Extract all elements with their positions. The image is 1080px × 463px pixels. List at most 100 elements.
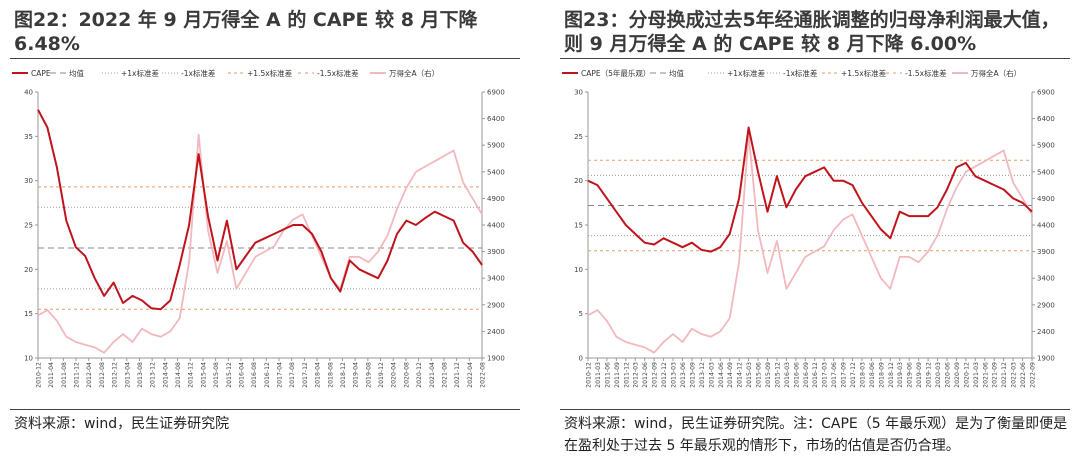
y-right-tick-label: 3400 xyxy=(1037,275,1055,283)
y-right-tick-label: 2900 xyxy=(1037,301,1055,309)
legend-item: 均值 xyxy=(50,68,84,78)
legend-item: +1.5x标准差 xyxy=(228,68,293,78)
x-tick-label: 2016-03 xyxy=(784,362,791,388)
legend-item: 万得全A（右） xyxy=(952,68,1021,78)
legend-label: +1x标准差 xyxy=(727,68,765,78)
y-right-tick-label: 5400 xyxy=(487,168,505,176)
y-left-tick-label: 30 xyxy=(574,89,583,97)
y-right-tick-label: 1900 xyxy=(1037,355,1055,363)
x-tick-label: 2014-03 xyxy=(708,362,715,388)
legend-item: -1x标准差 xyxy=(764,68,818,78)
y-left-tick-label: 10 xyxy=(24,355,33,363)
x-tick-label: 2012-03 xyxy=(633,362,640,388)
legend-label: +1.5x标准差 xyxy=(247,68,293,78)
x-tick-label: 2013-08 xyxy=(137,362,144,388)
x-tick-label: 2020-04 xyxy=(391,362,398,388)
x-tick-label: 2014-06 xyxy=(718,362,725,388)
x-tick-label: 2015-09 xyxy=(765,362,772,388)
chart-panel-right: 图23：分母换成过去5年经通胀调整的归母净利润最大值，则 9 月万得全 A 的 … xyxy=(550,0,1080,463)
x-tick-label: 2021-09 xyxy=(992,362,999,388)
y-left-tick-label: 20 xyxy=(574,177,583,185)
x-tick-label: 2021-03 xyxy=(973,362,980,388)
wind-a-index-line xyxy=(587,133,1033,354)
x-tick-label: 2016-12 xyxy=(264,362,271,388)
x-tick-label: 2013-06 xyxy=(680,362,687,388)
legend-label: -1.5x标准差 xyxy=(317,68,359,78)
x-tick-label: 2011-12 xyxy=(74,362,81,388)
x-tick-label: 2018-08 xyxy=(327,362,334,388)
legend-label: -1.5x标准差 xyxy=(905,68,947,78)
y-right-tick-label: 5900 xyxy=(487,142,505,150)
x-tick-label: 2015-12 xyxy=(774,362,781,388)
x-tick-label: 2017-12 xyxy=(850,362,857,388)
x-tick-label: 2016-09 xyxy=(803,362,810,388)
y-right-tick-label: 5900 xyxy=(1037,142,1055,150)
cape-optimistic-chart: CAPE（5年最乐观） 均值 +1x标准差 -1x标准差 +1.5x标准差 -1.5x标准… xyxy=(562,68,1055,388)
source-note: 资料来源：wind，民生证券研究院。注：CAPE（5 年最乐观）是为了衡量即便是… xyxy=(564,416,1068,454)
x-tick-label: 2012-09 xyxy=(652,362,659,388)
title-divider xyxy=(10,58,520,59)
x-tick-label: 2020-06 xyxy=(944,362,951,388)
x-tick-label: 2014-12 xyxy=(737,362,744,388)
legend-item: -1.5x标准差 xyxy=(298,68,359,78)
y-left-tick-label: 30 xyxy=(24,177,33,185)
x-tick-label: 2011-09 xyxy=(614,362,621,388)
y-right-tick-label: 4900 xyxy=(1037,195,1055,203)
title-divider xyxy=(560,58,1070,59)
legend: CAPE 均值 +1x标准差 -1x标准差 +1.5x标准差 -1.5x标准差 万得全A（右… xyxy=(12,68,439,78)
y-right-tick-label: 2900 xyxy=(487,301,505,309)
x-tick-label: 2015-04 xyxy=(200,362,207,388)
x-tick-label: 2022-06 xyxy=(1020,362,1027,388)
y-left-tick-label: 40 xyxy=(24,89,33,97)
x-tick-label: 2014-12 xyxy=(188,362,195,388)
y-left-tick-label: 25 xyxy=(24,222,33,230)
x-tick-label: 2018-06 xyxy=(869,362,876,388)
y-left-tick-label: 35 xyxy=(24,133,33,141)
cape-line xyxy=(587,126,1033,253)
y-right-tick-label: 1900 xyxy=(487,355,505,363)
x-tick-label: 2017-04 xyxy=(277,362,284,388)
x-tick-label: 2016-04 xyxy=(238,362,245,388)
x-tick-label: 2022-03 xyxy=(1011,362,1018,388)
legend-label: 万得全A（右） xyxy=(971,68,1021,78)
x-tick-label: 2021-06 xyxy=(982,362,989,388)
x-tick-label: 2018-03 xyxy=(859,362,866,388)
y-left-tick-label: 0 xyxy=(579,355,583,363)
x-tick-label: 2019-03 xyxy=(897,362,904,388)
x-tick-label: 2013-12 xyxy=(150,362,157,388)
x-tick-label: 2016-12 xyxy=(812,362,819,388)
x-tick-label: 2019-09 xyxy=(916,362,923,388)
y-left-tick-label: 15 xyxy=(24,310,33,318)
legend-label: -1x标准差 xyxy=(181,68,216,78)
cape-chart: CAPE 均值 +1x标准差 -1x标准差 +1.5x标准差 -1.5x标准差 万得全A（右… xyxy=(12,68,505,388)
x-tick-label: 2020-08 xyxy=(403,362,410,388)
legend-label: -1x标准差 xyxy=(783,68,818,78)
x-tick-label: 2019-12 xyxy=(926,362,933,388)
x-tick-label: 2012-08 xyxy=(99,362,106,388)
legend-item: -1x标准差 xyxy=(162,68,216,78)
legend-item: 万得全A（右） xyxy=(370,68,439,78)
y-left-tick-label: 20 xyxy=(24,266,33,274)
x-tick-label: 2014-04 xyxy=(162,362,169,388)
legend-label: 万得全A（右） xyxy=(389,68,439,78)
x-tick-label: 2019-12 xyxy=(378,362,385,388)
legend-label: CAPE xyxy=(31,69,51,78)
x-tick-label: 2015-03 xyxy=(746,362,753,388)
source-divider xyxy=(10,409,520,410)
y-left-tick-label: 10 xyxy=(574,266,583,274)
y-right-tick-label: 6400 xyxy=(1037,115,1055,123)
x-tick-label: 2020-09 xyxy=(954,362,961,388)
y-right-tick-label: 4400 xyxy=(487,222,505,230)
x-tick-label: 2021-12 xyxy=(1001,362,1008,388)
x-tick-label: 2017-03 xyxy=(822,362,829,388)
x-tick-label: 2011-04 xyxy=(48,362,55,388)
x-tick-label: 2018-09 xyxy=(878,362,885,388)
x-tick-label: 2018-04 xyxy=(315,362,322,388)
cape-line xyxy=(37,109,483,311)
legend-label: CAPE（5年最乐观） xyxy=(581,68,650,78)
x-tick-label: 2013-03 xyxy=(671,362,678,388)
x-tick-label: 2012-06 xyxy=(642,362,649,388)
x-tick-label: 2012-12 xyxy=(661,362,668,388)
x-tick-label: 2011-08 xyxy=(61,362,68,388)
wind-a-index-line xyxy=(37,133,483,354)
